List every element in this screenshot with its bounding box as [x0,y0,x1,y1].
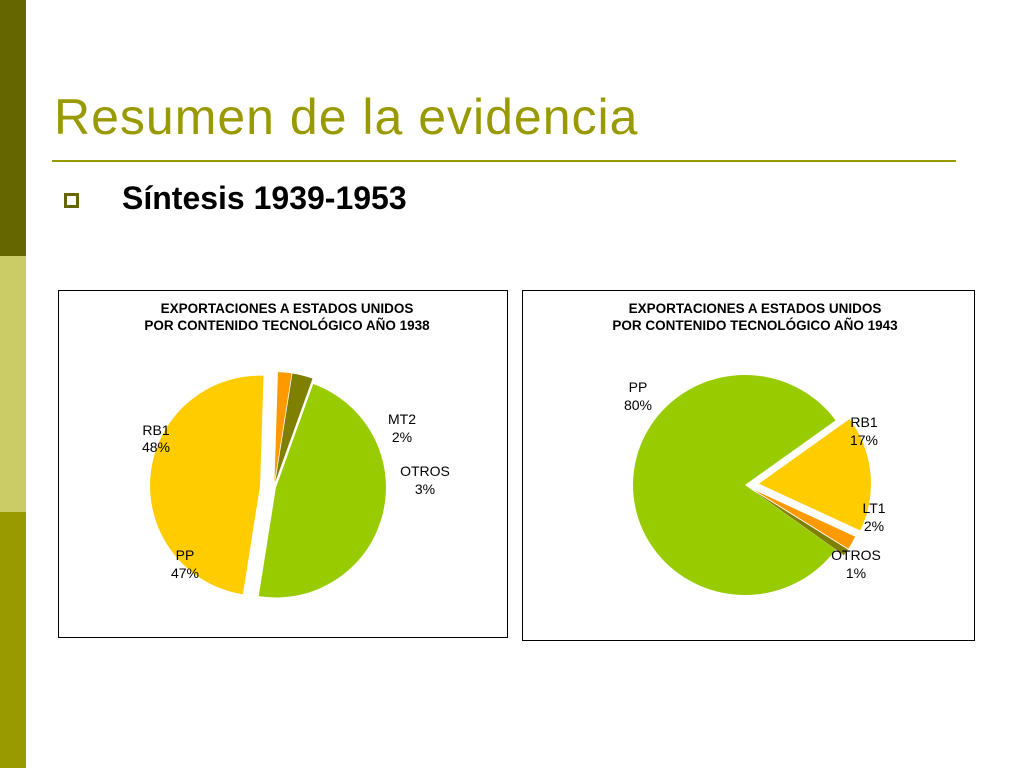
chart-1943: EXPORTACIONES A ESTADOS UNIDOS POR CONTE… [522,290,975,641]
pie-1943 [633,375,871,595]
label-pp-value: 47% [171,565,199,581]
label-otros-value: 1% [846,565,866,581]
label-pp-name: PP [176,547,195,563]
sidebar-band-top [0,0,26,256]
chart-title-line2: POR CONTENIDO TECNOLÓGICO AÑO 1943 [612,318,898,333]
pie-slice-lt1 [753,489,856,549]
bullet-square-icon [64,193,79,208]
chart-title-line1: EXPORTACIONES A ESTADOS UNIDOS [161,301,414,316]
label-lt1-name: LT1 [862,500,885,516]
pie-slice-pp [258,384,386,598]
chart-1943-svg: EXPORTACIONES A ESTADOS UNIDOS POR CONTE… [612,301,898,595]
label-otros-name: OTROS [400,463,450,479]
pie-slice-rb1 [150,375,264,595]
pie-1938 [150,372,386,598]
label-rb1-name: RB1 [142,422,169,438]
label-otros-name: OTROS [831,547,881,563]
slide-title: Resumen de la evidencia [54,89,639,145]
label-pp-value: 80% [624,397,652,413]
label-mt2-value: 2% [392,429,412,445]
label-rb1-value: 17% [850,432,878,448]
sidebar-band-middle [0,256,26,512]
chart-title-line1: EXPORTACIONES A ESTADOS UNIDOS [629,301,882,316]
label-pp-name: PP [629,379,648,395]
pie-slice-otros [275,373,313,483]
label-mt2-name: MT2 [388,411,416,427]
label-otros-value: 3% [415,481,435,497]
chart-title-line2: POR CONTENIDO TECNOLÓGICO AÑO 1938 [144,318,430,333]
chart-1938: EXPORTACIONES A ESTADOS UNIDOS POR CONTE… [58,290,508,638]
bullet-text: Síntesis 1939-1953 [122,180,407,216]
label-rb1-value: 48% [142,439,170,455]
label-rb1-name: RB1 [850,414,877,430]
pie-slice-rb1 [758,419,871,531]
pie-slice-mt2 [274,372,292,483]
pie-slice-otros [753,490,848,556]
title-divider [52,160,956,162]
sidebar-band-bottom [0,512,26,768]
chart-1938-svg: EXPORTACIONES A ESTADOS UNIDOS POR CONTE… [142,301,450,598]
pie-slice-pp [633,375,836,595]
label-lt1-value: 2% [864,518,884,534]
